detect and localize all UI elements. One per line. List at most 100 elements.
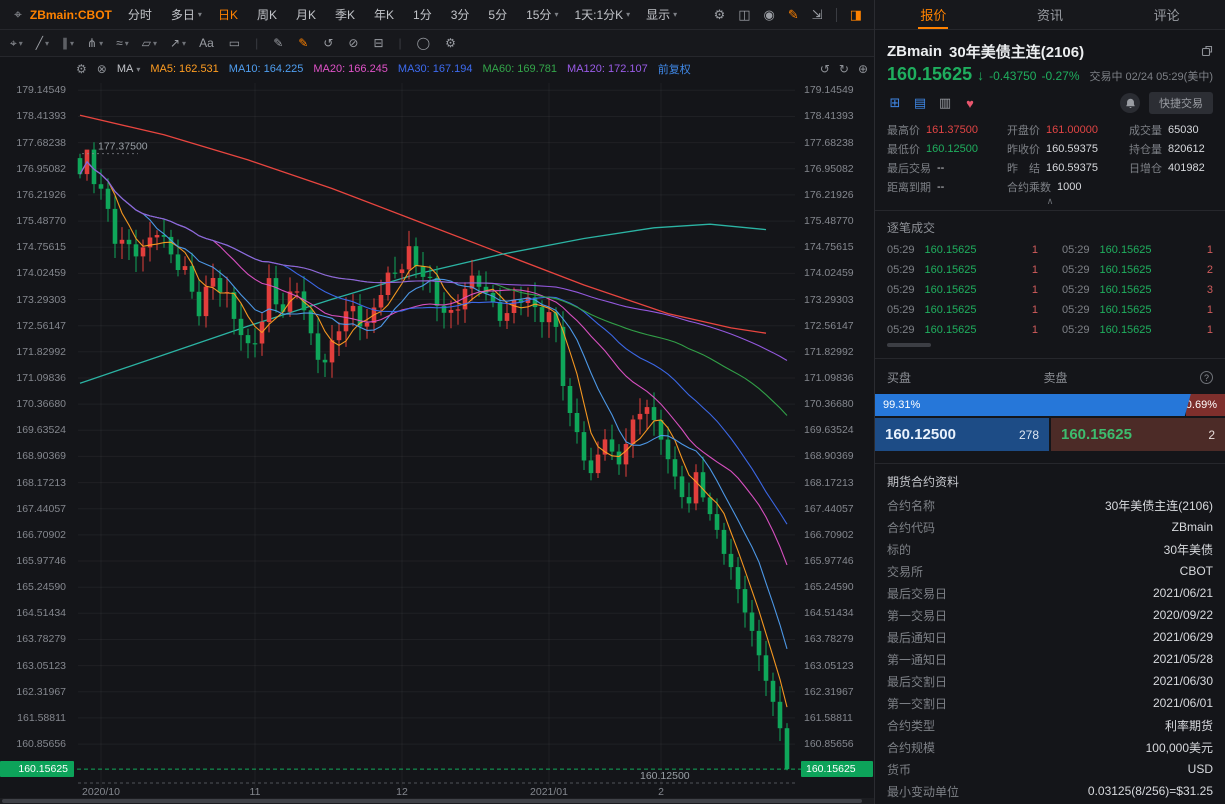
price-axis-label: 174.02459 bbox=[16, 267, 66, 279]
text-tool-icon[interactable]: Aa bbox=[199, 36, 214, 50]
price-axis-label: 169.63524 bbox=[804, 424, 854, 436]
chart-settings-icon[interactable]: ⚙ bbox=[713, 6, 726, 22]
indicator-close-icon[interactable]: ⊗ bbox=[96, 62, 107, 76]
redo-icon[interactable]: ↻ bbox=[838, 62, 849, 76]
price-axis-label: 174.02459 bbox=[804, 267, 854, 279]
pen-tool-icon[interactable]: ✎ bbox=[273, 36, 284, 50]
ma-value[interactable]: MA60: 169.781 bbox=[482, 63, 558, 75]
period-tab[interactable]: 显示 ▾ bbox=[646, 8, 678, 22]
doc-icon[interactable]: ▥ bbox=[938, 95, 952, 110]
ma-value[interactable]: MA10: 164.225 bbox=[228, 63, 304, 75]
ma-value[interactable]: MA5: 162.531 bbox=[150, 63, 219, 75]
price-axis-label: 178.41393 bbox=[16, 110, 66, 122]
layout-icon[interactable]: ◫ bbox=[738, 6, 751, 22]
drawing-toolbar: ⌖ ▾ ╱ ▾ ∥ ▾ ⋔ ▾ ≈ ▾ ▱ ▾ ↗ ▾ Aa ▭ | ✎ ✎ ↺ ⊘ ⊟ | ◯ ⚙ bbox=[0, 30, 874, 57]
chart-area: ⚙ ⊗ MA ▾ MA5: 162.531 MA10: 164.225 MA20: 166.… bbox=[0, 57, 874, 804]
period-tab[interactable]: 日K bbox=[217, 8, 238, 22]
help-icon[interactable]: ? bbox=[1200, 371, 1213, 384]
price-axis-label: 170.36680 bbox=[16, 398, 66, 410]
tool-sep-1[interactable]: | bbox=[255, 36, 259, 50]
chevron-down-icon: ▾ bbox=[18, 38, 23, 48]
period-tab[interactable]: 15分 ▾ bbox=[526, 8, 559, 22]
price-axis-label: 166.70902 bbox=[804, 529, 854, 541]
price-axis-label: 170.36680 bbox=[804, 398, 854, 410]
ma-value[interactable]: MA20: 166.245 bbox=[313, 63, 388, 75]
pitchfork-tool-icon[interactable]: ⋔ ▾ bbox=[87, 36, 104, 50]
quote-stat: 合约乘数 1000 bbox=[1007, 180, 1082, 194]
panel-toggle-icon[interactable]: ◨ bbox=[849, 6, 862, 22]
tick-scrollbar[interactable] bbox=[875, 340, 1225, 350]
period-tab[interactable]: 1分 bbox=[413, 8, 432, 22]
arrow-tool-icon[interactable]: ↗ ▾ bbox=[169, 36, 187, 50]
refresh-drawings-icon[interactable]: ↺ bbox=[323, 36, 334, 50]
bid-cell[interactable]: 160.12500 278 bbox=[875, 418, 1049, 451]
symbol-label[interactable]: ZBmain:CBOT bbox=[29, 7, 112, 22]
panel-tab[interactable]: 评论 bbox=[1153, 8, 1180, 23]
draw-mode-icon[interactable]: ✎ bbox=[787, 6, 799, 22]
undo-icon[interactable]: ↺ bbox=[819, 62, 830, 76]
price-axis-label: 164.51434 bbox=[804, 607, 854, 619]
time-axis-label: 11 bbox=[249, 786, 261, 798]
ma-dropdown[interactable]: MA ▾ bbox=[116, 63, 141, 75]
channel-tool-icon[interactable]: ∥ ▾ bbox=[62, 36, 75, 50]
cursor-tool-icon[interactable]: ⌖ ▾ bbox=[10, 35, 23, 50]
candlestick-chart[interactable]: 177.37500 160.12500 bbox=[0, 57, 874, 804]
toolbar-divider[interactable]: | bbox=[835, 7, 837, 22]
price-axis-label: 161.58811 bbox=[804, 712, 853, 724]
collapse-chevron-icon[interactable]: ∧ bbox=[1046, 196, 1054, 206]
tick-row: 05:29 160.15625 1 bbox=[887, 264, 1038, 276]
market-grid-icon[interactable]: ⊞ bbox=[889, 95, 901, 110]
svg-text:160.12500: 160.12500 bbox=[640, 770, 690, 782]
period-tab[interactable]: 5分 bbox=[488, 8, 508, 22]
scrollbar-thumb[interactable] bbox=[2, 799, 862, 803]
quick-trade-button[interactable]: 快捷交易 bbox=[1149, 92, 1213, 114]
chart-scrollbar[interactable] bbox=[0, 798, 874, 804]
shape-tool-icon[interactable]: ▱ ▾ bbox=[141, 36, 157, 50]
price-axis-label: 160.85656 bbox=[804, 738, 854, 750]
popout-icon[interactable] bbox=[1201, 45, 1213, 57]
indicator-settings-icon[interactable]: ⚙ bbox=[76, 62, 87, 76]
period-tab[interactable]: 月K bbox=[295, 8, 316, 22]
ma-value[interactable]: MA30: 167.194 bbox=[397, 63, 473, 75]
period-tab[interactable]: 分时 bbox=[127, 8, 152, 22]
price-axis-label: 161.58811 bbox=[17, 712, 66, 724]
chevron-down-icon: ▾ bbox=[182, 38, 187, 48]
price-axis-label: 172.56147 bbox=[16, 320, 66, 332]
contract-info-row: 最后通知日 2021/06/29 bbox=[887, 630, 1213, 645]
period-tab[interactable]: 3分 bbox=[450, 8, 470, 22]
time-axis-label: 12 bbox=[396, 786, 408, 798]
period-tab[interactable]: 年K bbox=[374, 8, 395, 22]
screenshot-icon[interactable]: ◉ bbox=[763, 6, 775, 22]
panel-tab[interactable]: 报价 bbox=[875, 0, 992, 29]
panel-tab[interactable]: 资讯 bbox=[1037, 8, 1064, 23]
add-indicator-icon[interactable]: ⊕ bbox=[857, 62, 868, 76]
comment-tool-icon[interactable]: ▭ bbox=[228, 36, 241, 50]
favorite-heart-icon[interactable]: ♥ bbox=[966, 95, 974, 111]
oval-tool-icon[interactable]: ◯ bbox=[416, 36, 431, 50]
marker-tool-icon[interactable]: ✎ bbox=[298, 36, 309, 50]
period-tab[interactable]: 1天:1分K ▾ bbox=[574, 8, 631, 22]
period-tab[interactable]: 多日 ▾ bbox=[170, 8, 202, 22]
draw-settings-icon[interactable]: ⚙ bbox=[445, 36, 456, 50]
ask-cell[interactable]: 160.15625 2 bbox=[1051, 418, 1225, 451]
adjust-mode-link[interactable]: 前复权 bbox=[657, 64, 691, 76]
quote-stat: 距离到期 -- bbox=[887, 180, 945, 194]
price-change: -0.43750 bbox=[989, 69, 1037, 83]
tick-row: 05:29 160.15625 2 bbox=[1062, 264, 1213, 276]
fullscreen-icon[interactable]: ⇲ bbox=[811, 6, 823, 22]
trendline-tool-icon[interactable]: ╱ ▾ bbox=[35, 36, 50, 50]
pan-icon[interactable]: ⌖ bbox=[14, 6, 22, 22]
alert-bell-icon[interactable] bbox=[1120, 93, 1140, 113]
chevron-down-icon: ▾ bbox=[124, 38, 129, 48]
tool-sep-2[interactable]: | bbox=[398, 36, 402, 50]
chevron-down-icon: ▾ bbox=[152, 38, 157, 48]
period-tab[interactable]: 周K bbox=[256, 8, 277, 22]
period-tab[interactable]: 季K bbox=[334, 8, 355, 22]
brush-tool-icon[interactable]: ≈ ▾ bbox=[116, 36, 129, 50]
chevron-down-icon: ▾ bbox=[197, 10, 202, 19]
ma-value[interactable]: MA120: 172.107 bbox=[567, 63, 648, 75]
scrollbar-thumb[interactable] bbox=[887, 343, 931, 347]
hide-drawings-icon[interactable]: ⊘ bbox=[348, 36, 359, 50]
delete-drawings-icon[interactable]: ⊟ bbox=[373, 36, 384, 50]
chart-list-icon[interactable]: ▤ bbox=[913, 95, 927, 110]
